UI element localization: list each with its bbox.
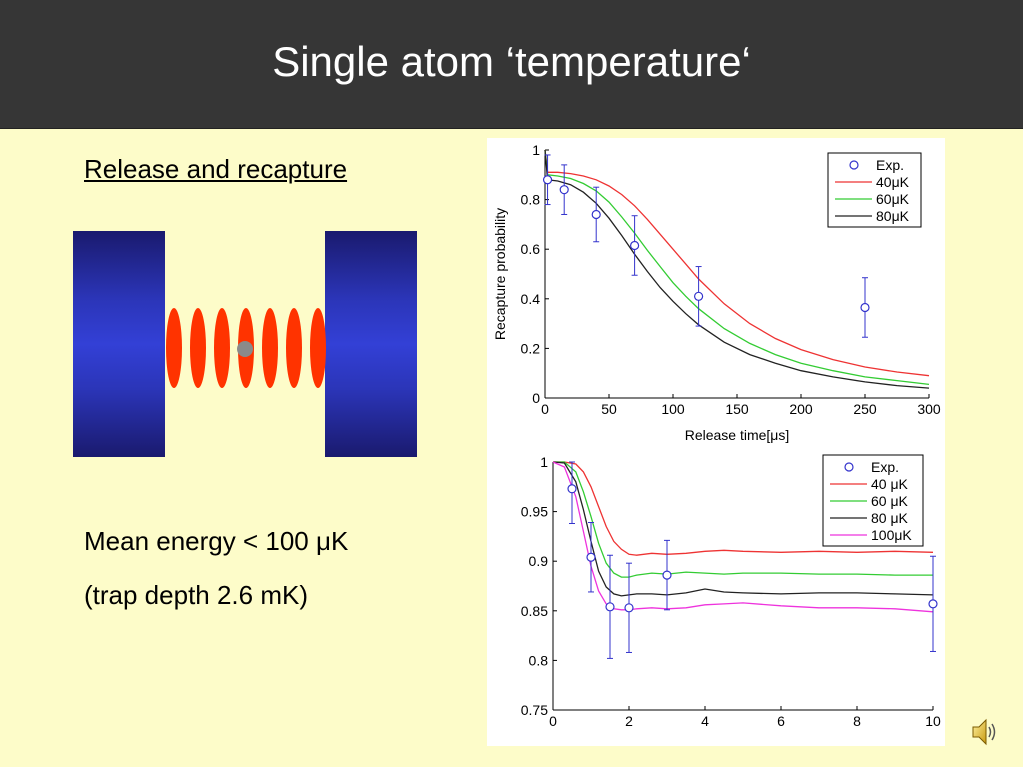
chart-1-svg: 0 50 100 150 200 250 300 0 0.2 0.4 0.6 0.8 1 Release …: [492, 142, 941, 443]
data-point: [567, 484, 577, 494]
standing-wave-lobe: [190, 308, 206, 388]
data-point: [630, 240, 640, 251]
x-tick-label: 0: [549, 713, 557, 729]
legend-label: 80 μK: [871, 510, 909, 526]
data-point: [586, 552, 596, 562]
legend-label: 60 μK: [871, 493, 909, 509]
x-tick-label: 150: [725, 401, 749, 417]
standing-wave-lobe: [262, 308, 278, 388]
data-point: [860, 302, 870, 313]
y-tick-label: 0.2: [521, 340, 541, 356]
x-tick-label: 8: [853, 713, 861, 729]
x-tick-label: 6: [777, 713, 785, 729]
x-tick-label: 4: [701, 713, 709, 729]
x-tick-label: 100: [661, 401, 685, 417]
legend-label: 40μK: [876, 174, 910, 190]
y-tick-label: 0.85: [521, 603, 548, 619]
series-line: [552, 461, 934, 597]
series-line: [544, 149, 930, 389]
mean-energy-text: Mean energy < 100 μK: [84, 526, 349, 556]
trapped-atom: [237, 341, 253, 357]
x-tick-label: 50: [601, 401, 617, 417]
data-point: [605, 602, 615, 612]
data-point: [624, 603, 634, 613]
y-tick-label: 0.75: [521, 702, 548, 718]
x-axis-label: Release time[μs]: [685, 427, 790, 443]
legend-box: [827, 152, 922, 228]
legend-label: Exp.: [871, 459, 899, 475]
y-tick-label: 0: [532, 390, 540, 406]
slide-title: Single atom ‘temperature‘: [272, 38, 751, 85]
recapture-vs-time-chart: 0 50 100 150 200 250 300 0 0.2 0.4 0.6 0.8 1 Release …: [487, 138, 945, 452]
legend-label: 40 μK: [871, 476, 909, 492]
x-tick-label: 250: [853, 401, 877, 417]
series-line: [553, 461, 934, 556]
standing-wave-lobe: [310, 308, 326, 388]
data-point: [591, 209, 601, 220]
data-point: [928, 599, 938, 609]
section-heading: Release and recapture: [84, 154, 348, 184]
right-mirror: [325, 231, 417, 457]
x-tick-label: 2: [625, 713, 633, 729]
x-tick-label: 10: [925, 713, 941, 729]
y-tick-label: 0.9: [529, 553, 549, 569]
data-point: [694, 291, 704, 301]
standing-wave-lobe: [214, 308, 230, 388]
y-tick-label: 0.8: [529, 652, 549, 668]
series-line: [544, 149, 930, 386]
y-tick-label: 0.6: [521, 241, 541, 257]
y-tick-label: 0.4: [521, 291, 541, 307]
x-tick-label: 0: [541, 401, 549, 417]
y-tick-label: 0.95: [521, 504, 548, 520]
speaker-icon[interactable]: [970, 715, 1000, 749]
data-point: [559, 185, 569, 195]
legend-label: 80μK: [876, 208, 910, 224]
y-tick-label: 1: [540, 454, 548, 470]
series-line: [552, 461, 934, 613]
standing-wave-lobe: [166, 308, 182, 388]
x-tick-label: 300: [917, 401, 941, 417]
x-tick-label: 200: [789, 401, 813, 417]
trap-depth-text: (trap depth 2.6 mK): [84, 580, 308, 610]
data-point: [662, 570, 672, 580]
slide-header: Single atom ‘temperature‘: [0, 0, 1023, 129]
standing-wave-lobe: [286, 308, 302, 388]
legend-label: Exp.: [876, 157, 904, 173]
series-line: [544, 149, 930, 377]
legend-marker: [844, 462, 854, 472]
left-mirror: [73, 231, 165, 457]
data-point: [542, 175, 553, 185]
series-line: [553, 461, 933, 578]
recapture-zoom-chart: 0 2 4 6 8 10 0.75 0.8 0.85 0.9 0.95 1 Exp. 40 μK 60 μK…: [487, 452, 945, 746]
legend-label: 60μK: [876, 191, 910, 207]
y-tick-label: 1: [532, 142, 540, 158]
legend-marker: [849, 160, 859, 170]
legend-label: 100μK: [871, 527, 912, 543]
y-tick-label: 0.8: [521, 192, 541, 208]
y-axis-label: Recapture probability: [492, 208, 508, 340]
